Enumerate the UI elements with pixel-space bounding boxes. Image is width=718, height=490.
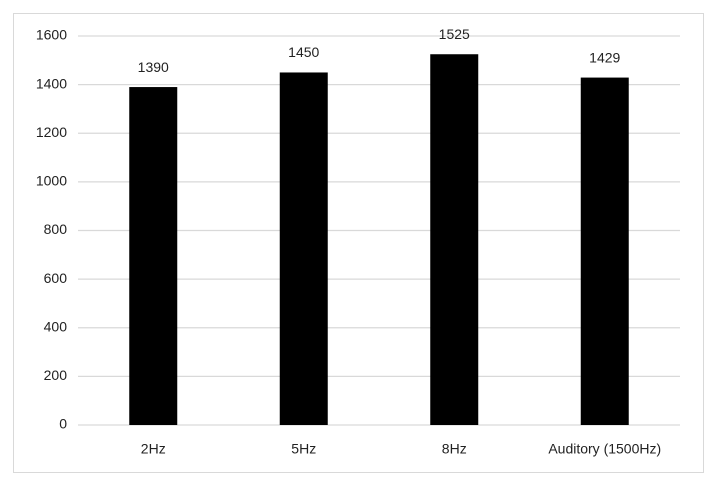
y-tick-label: 1400 [36, 75, 67, 91]
bar [279, 72, 328, 425]
y-tick-label: 600 [44, 270, 68, 286]
y-tick-label: 1600 [36, 27, 67, 43]
data-label: 1525 [439, 26, 470, 42]
data-label: 1390 [138, 59, 169, 75]
y-tick-label: 0 [59, 416, 67, 432]
y-tick-label: 200 [44, 367, 68, 383]
bar [580, 77, 629, 425]
data-label: 1450 [288, 44, 319, 60]
x-tick-label: 8Hz [442, 441, 467, 457]
x-tick-label: 2Hz [141, 441, 166, 457]
bar [430, 54, 479, 425]
bar [129, 87, 178, 426]
y-tick-label: 800 [44, 221, 68, 237]
y-tick-label: 400 [44, 318, 68, 334]
y-tick-label: 1200 [36, 124, 67, 140]
x-tick-label: 5Hz [291, 441, 316, 457]
data-label: 1429 [589, 49, 620, 65]
x-tick-label: Auditory (1500Hz) [548, 441, 661, 457]
y-tick-label: 1000 [36, 173, 67, 189]
